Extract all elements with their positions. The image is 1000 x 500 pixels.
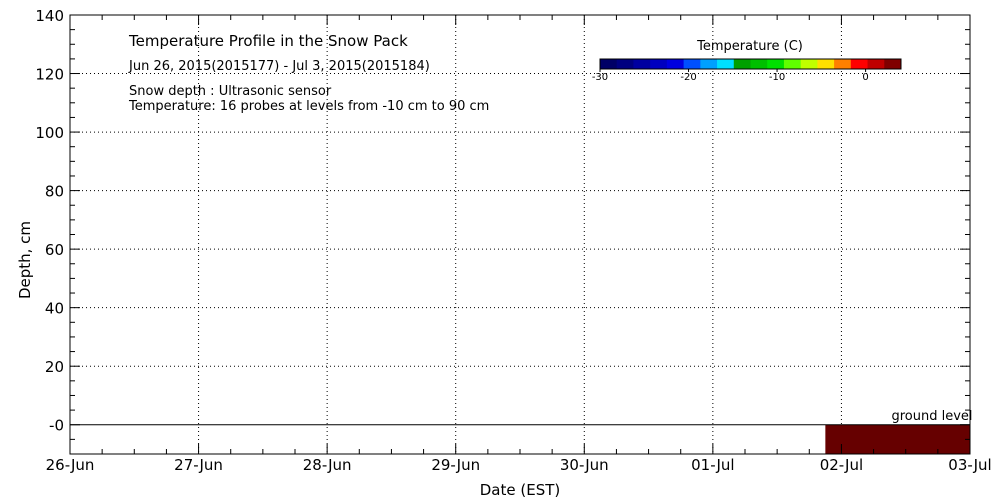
x-tick-label: 30-Jun [560,456,609,474]
y-tick-label: 80 [45,183,64,201]
colorbar-segment [817,59,835,69]
colorbar-segment [850,59,869,69]
x-tick-label: 28-Jun [303,456,352,474]
colorbar-segment [884,59,902,69]
colorbar: Temperature (C) -30 -20 -10 0 [592,39,902,83]
colorbar-segment [800,59,818,69]
x-tick-label: 03-Jul [948,456,991,474]
y-tick-label: 40 [45,300,64,318]
temperature-fill-area [825,424,970,454]
colorbar-segment [700,59,718,69]
y-tick-label: 120 [35,66,64,84]
colorbar-segment [600,59,618,69]
x-tick-label: 26-Jun [46,456,95,474]
y-tick-label: 20 [45,358,64,376]
colorbar-segment [683,59,701,69]
y-axis-label: Depth, cm [16,221,34,299]
grid-lines [70,15,970,454]
note-snow-depth: Snow depth : Ultrasonic sensor [129,84,332,99]
y-tick-label: 60 [45,241,64,259]
y-tick-label: 140 [35,7,64,25]
chart-subtitle: Jun 26, 2015(2015177) - Jul 3, 2015(2015… [128,59,430,74]
plot-frame [69,14,971,455]
colorbar-segment [834,59,852,69]
tick-labels: 26-Jun 27-Jun 28-Jun 29-Jun 30-Jun 01-Jul 02-J… [35,7,991,474]
y-tick-label: -0 [49,417,64,435]
colorbar-segment [733,59,751,69]
x-tick-label: 01-Jul [691,456,734,474]
colorbar-title: Temperature (C) [696,39,803,54]
x-tick-label: 27-Jun [174,456,223,474]
colorbar-segment [650,59,668,69]
colorbar-segment [717,59,735,69]
colorbar-segment [867,59,885,69]
colorbar-segment [767,59,785,69]
x-axis-label: Date (EST) [480,481,561,499]
chart-title: Temperature Profile in the Snow Pack [128,32,408,50]
colorbar-segment [616,59,634,69]
y-tick-label: 100 [35,124,64,142]
colorbar-tick-label: 0 [862,72,868,83]
temperature-block [825,424,970,454]
colorbar-border [599,58,902,70]
ground-level-label: ground level [891,409,972,424]
colorbar-tick-label: -30 [592,72,608,83]
note-temperature: Temperature: 16 probes at levels from -1… [128,99,489,114]
colorbar-segment [750,59,768,69]
axis-ticks [69,14,971,455]
colorbar-tick-label: -20 [680,72,696,83]
plot-border [69,14,971,455]
colorbar-segment [666,59,685,69]
colorbar-segment [633,59,651,69]
colorbar-tick-label: -10 [769,72,785,83]
colorbar-segment [783,59,802,69]
x-tick-label: 02-Jul [820,456,863,474]
x-tick-label: 29-Jun [431,456,480,474]
